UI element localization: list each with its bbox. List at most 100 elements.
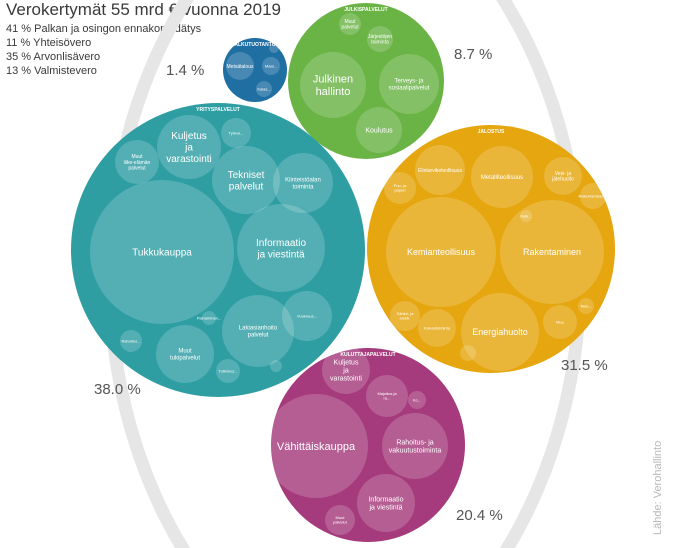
sector-bubble-jalostus xyxy=(367,125,615,373)
sub-bubble-label: Kalas... xyxy=(257,86,270,91)
sub-bubble xyxy=(578,298,594,314)
sub-bubble-label: Rahoitus... xyxy=(121,338,140,343)
sub-bubble-label: Kulk... xyxy=(520,213,531,218)
source-note: Lähde: Verohallinto xyxy=(652,440,664,535)
sub-bubble-label: Teks... xyxy=(580,303,592,308)
sub-bubble-label: Sähkö- ja elektr. xyxy=(397,311,415,321)
sub-bubble-label: Työvoi... xyxy=(229,130,244,135)
sub-bubble xyxy=(300,52,366,118)
sub-bubble-label: Metalliteollisuus xyxy=(481,175,523,181)
sector-label-jalostus: JALOSTUS xyxy=(478,129,505,135)
sub-bubble xyxy=(269,43,279,53)
sub-bubble xyxy=(384,172,416,204)
chart-title: Verokertymät 55 mrd € vuonna 2019 xyxy=(6,0,281,19)
sub-bubble xyxy=(237,204,325,292)
sub-bubble-label: Muut tukipalvelut xyxy=(170,349,200,362)
sub-bubble xyxy=(415,145,465,195)
sector-bubble-kuluttajapalvelut xyxy=(271,348,465,542)
sub-bubble xyxy=(216,359,240,383)
sub-bubble-label: Energiahuolto xyxy=(472,327,528,337)
sub-bubble xyxy=(156,325,214,383)
sub-bubble xyxy=(382,413,448,479)
sector-share-alkutuotanto: 1.4 % xyxy=(166,62,205,79)
sub-bubble xyxy=(418,309,456,347)
legend-item: 41 % Palkan ja osingon ennakonpidätys xyxy=(6,23,202,35)
sub-bubble-label: Lakiasianhoito palvelut xyxy=(239,326,278,339)
sub-bubble-label: Vuokraus... xyxy=(297,313,317,318)
sector-bubble-alkutuotanto xyxy=(223,38,287,102)
sub-bubble-label: Rahoitus- ja vakuutustoiminta xyxy=(389,439,442,454)
sub-bubble-label: Vähittäiskauppa xyxy=(277,441,356,453)
sub-bubble xyxy=(339,13,361,35)
sub-bubble xyxy=(157,115,221,179)
sub-bubble-label: Muut palvelut xyxy=(341,19,359,31)
sector-share-jalostus: 31.5 % xyxy=(561,357,608,374)
sector-label-julkispalvelut: JULKISPALVELUT xyxy=(344,7,387,13)
sub-bubble xyxy=(222,295,294,367)
sub-bubble xyxy=(461,293,539,371)
sub-bubble xyxy=(120,330,142,352)
sub-bubble xyxy=(390,301,420,331)
sub-bubble xyxy=(264,394,368,498)
sub-bubble xyxy=(520,210,532,222)
sub-bubble xyxy=(460,345,476,361)
sub-bubble-label: Julkinen hallinto xyxy=(313,74,353,99)
sub-bubble xyxy=(273,153,333,213)
sub-bubble-label: Metsätalous xyxy=(227,64,254,70)
sub-bubble-label: Kiinteistöalan toiminta xyxy=(285,178,321,191)
sub-bubble xyxy=(366,375,408,417)
sub-bubble-label: Informaatio ja viestintä xyxy=(256,238,306,260)
sub-bubble-label: Tekniset palvelut xyxy=(228,170,265,193)
sub-bubble xyxy=(357,474,415,532)
sub-bubble-label: Ko... xyxy=(413,397,421,402)
legend-item: 13 % Valmistevero xyxy=(6,65,97,77)
sub-bubble-label: Majoitus ja ra... xyxy=(377,391,397,401)
sector-bubble-yrityspalvelut xyxy=(71,103,365,397)
sub-bubble xyxy=(408,391,426,409)
sub-bubble-label: Vesi- ja jätehuolto xyxy=(551,171,574,183)
sub-bubble xyxy=(282,291,332,341)
sub-bubble-label: Terveys- ja sosiaalipalvelut xyxy=(389,79,430,92)
sub-bubble xyxy=(379,54,439,114)
sector-label-yrityspalvelut: YRITYSPALVELUT xyxy=(196,107,240,113)
sub-bubble xyxy=(212,146,280,214)
sub-bubble-label: Tutkimus... xyxy=(218,368,237,373)
sub-bubble xyxy=(202,311,216,325)
sub-bubble xyxy=(90,180,234,324)
sub-bubble-label: Elintarviketeollisuus xyxy=(418,168,462,174)
sub-bubble xyxy=(325,505,355,535)
sub-bubble-label: Kuljetus ja varastointi xyxy=(166,131,212,165)
sub-bubble xyxy=(115,140,159,184)
sub-bubble xyxy=(270,360,282,372)
sub-bubble xyxy=(356,107,402,153)
sector-label-kuluttajapalvelut: KULUTTAJAPALVELUT xyxy=(340,352,395,358)
sector-share-julkispalvelut: 8.7 % xyxy=(454,46,493,63)
sub-bubble-label: Rakentamisen... xyxy=(579,193,608,198)
sub-bubble-label: Maat... xyxy=(265,63,277,68)
sub-bubble xyxy=(226,52,254,80)
sub-bubble xyxy=(322,346,370,394)
sub-bubble-label: Puu- ja paperi xyxy=(394,183,407,193)
sub-bubble xyxy=(386,197,496,307)
sub-bubble-label: Muu xyxy=(556,319,564,324)
sector-label-alkutuotanto: ALKUTUOTANTO xyxy=(234,42,275,48)
sub-bubble-label: Muut palvelut xyxy=(333,515,348,525)
legend: 41 % Palkan ja osingon ennakonpidätys 11… xyxy=(6,22,201,78)
sub-bubble-label: Painaminen... xyxy=(197,315,221,320)
sub-bubble xyxy=(544,157,582,195)
sub-bubble xyxy=(221,118,251,148)
sub-bubble xyxy=(262,57,280,75)
sub-bubble-label: Kuljetus ja varastointi xyxy=(330,359,362,382)
sector-share-kuluttajapalvelut: 20.4 % xyxy=(456,507,503,524)
sector-bubble-julkispalvelut xyxy=(288,3,444,159)
sub-bubble xyxy=(256,81,272,97)
sub-bubble xyxy=(367,26,393,52)
sub-bubble-label: Rakentaminen xyxy=(523,247,581,257)
legend-item: 11 % Yhteisövero xyxy=(6,37,92,49)
sub-bubble-label: Koulutus xyxy=(365,127,393,134)
sub-bubble-label: Tukkukauppa xyxy=(132,248,192,259)
sector-share-yrityspalvelut: 38.0 % xyxy=(94,381,141,398)
sub-bubble xyxy=(500,200,604,304)
legend-item: 35 % Arvonlisävero xyxy=(6,51,101,63)
sub-bubble xyxy=(543,305,577,339)
